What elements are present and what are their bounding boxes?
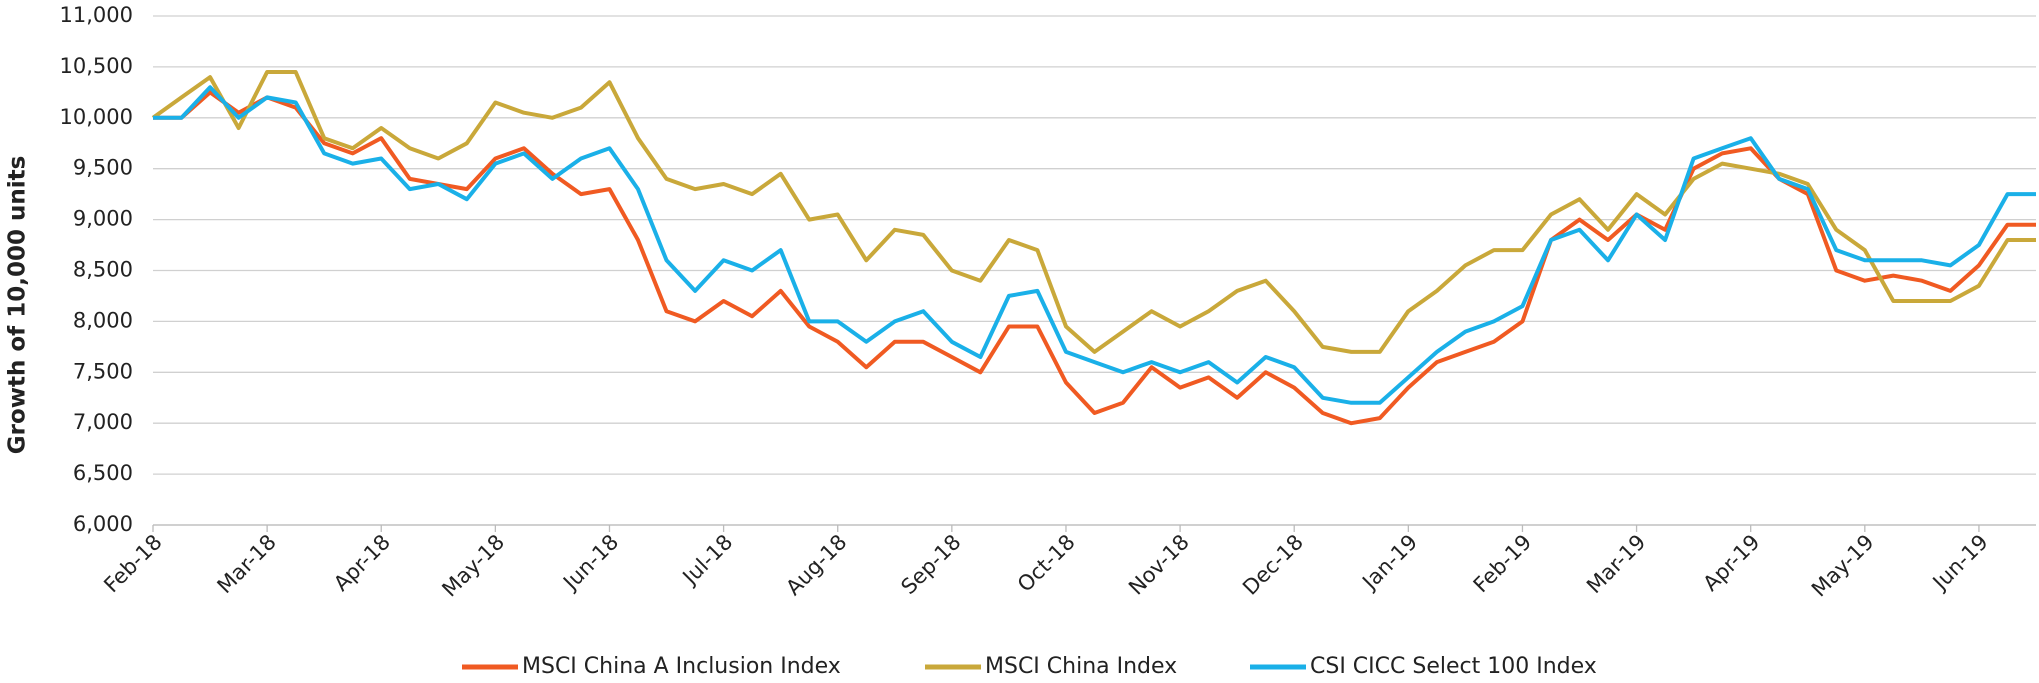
x-tick-label: Jun-18 <box>557 530 623 596</box>
x-tick-label: Jan-19 <box>1357 530 1423 596</box>
x-tick-label: Sep-18 <box>896 530 965 599</box>
y-tick-label: 8,500 <box>73 258 133 282</box>
legend-label: CSI CICC Select 100 Index <box>1310 654 1597 679</box>
x-tick-label: Aug-18 <box>781 530 851 600</box>
x-tick-label: Jun-19 <box>1927 530 1993 596</box>
legend-label: MSCI China Index <box>985 654 1177 679</box>
x-tick-label: Feb-19 <box>1469 530 1537 598</box>
x-tick-label: Nov-18 <box>1124 530 1194 600</box>
y-tick-label: 11,000 <box>60 3 133 27</box>
x-tick-label: Feb-18 <box>99 530 167 598</box>
series-line <box>151 70 2036 354</box>
x-tick-label: Oct-18 <box>1013 530 1080 597</box>
y-tick-label: 10,000 <box>60 105 133 129</box>
y-tick-label: 8,000 <box>73 308 133 332</box>
y-tick-label: 10,500 <box>60 54 133 78</box>
y-tick-label: 7,500 <box>73 359 133 383</box>
y-tick-label: 7,000 <box>73 410 133 434</box>
y-tick-label: 6,500 <box>73 461 133 485</box>
x-tick-label: May-19 <box>1807 530 1879 602</box>
y-tick-label: 9,000 <box>73 207 133 231</box>
x-tick-label: Apr-18 <box>329 530 395 596</box>
x-tick-label: Mar-19 <box>1582 530 1650 598</box>
y-tick-label: 6,000 <box>73 512 133 536</box>
series-line <box>153 85 2036 405</box>
y-tick-label: 9,500 <box>73 156 133 180</box>
x-tick-label: Apr-19 <box>1699 530 1765 596</box>
series-line <box>153 90 2036 426</box>
x-tick-label: Mar-18 <box>213 530 281 598</box>
x-tick-label: Dec-18 <box>1238 530 1308 600</box>
y-axis-label: Growth of 10,000 units <box>5 156 31 455</box>
x-tick-label: Jul-18 <box>677 530 738 591</box>
legend-label: MSCI China A Inclusion Index <box>522 654 841 679</box>
x-tick-label: May-18 <box>437 530 509 602</box>
